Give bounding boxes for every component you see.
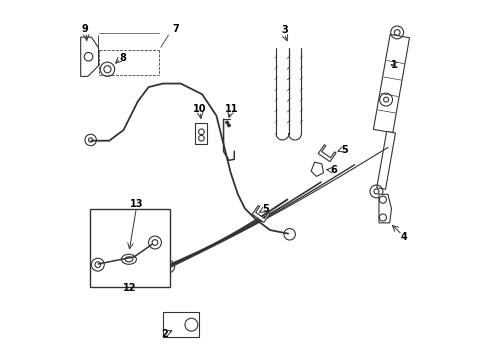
Text: 3: 3 <box>281 25 288 35</box>
Text: 5: 5 <box>262 204 269 214</box>
Polygon shape <box>373 34 410 133</box>
Circle shape <box>227 124 230 127</box>
Text: 5: 5 <box>341 145 348 155</box>
Text: 8: 8 <box>120 53 126 63</box>
Text: 12: 12 <box>123 283 137 293</box>
Text: 13: 13 <box>130 199 144 209</box>
Text: 7: 7 <box>172 24 179 34</box>
Polygon shape <box>81 37 98 76</box>
Bar <box>90 208 170 287</box>
Text: 11: 11 <box>225 104 238 113</box>
Polygon shape <box>379 194 392 223</box>
Text: 4: 4 <box>401 232 407 242</box>
Polygon shape <box>195 123 207 144</box>
Polygon shape <box>252 206 270 222</box>
Circle shape <box>226 121 228 124</box>
Text: 9: 9 <box>82 23 88 33</box>
Polygon shape <box>318 145 336 162</box>
Text: 6: 6 <box>330 165 337 175</box>
Text: 1: 1 <box>391 60 398 70</box>
Polygon shape <box>377 131 395 189</box>
Text: 2: 2 <box>161 329 168 339</box>
Polygon shape <box>311 162 323 176</box>
Text: 10: 10 <box>193 104 206 113</box>
Bar <box>163 312 198 337</box>
